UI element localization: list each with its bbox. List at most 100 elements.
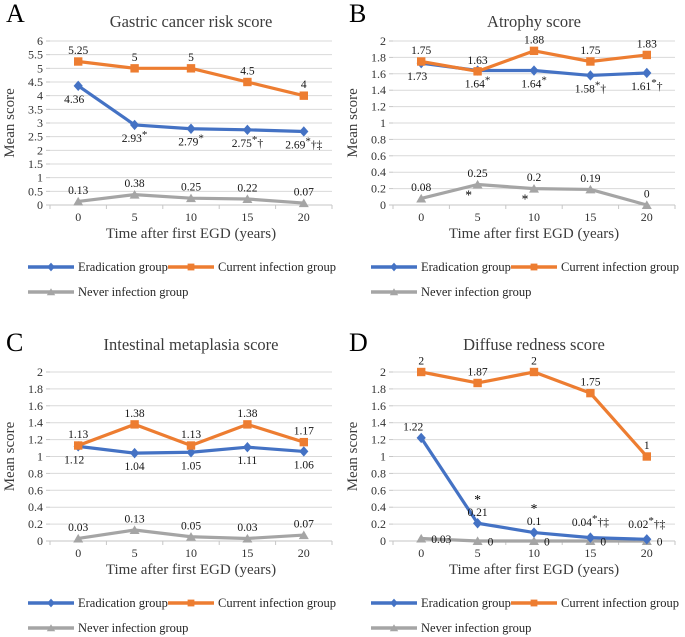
- data-label: 2.93*: [122, 129, 148, 145]
- y-tick-label: 0.4: [371, 165, 386, 179]
- x-tick-label: 15: [241, 546, 253, 560]
- data-label: 1.06: [294, 459, 314, 471]
- legend-label-eradication-group: Eradication group: [78, 260, 168, 274]
- data-label: 1.75: [411, 45, 431, 57]
- data-label: 0.13: [68, 185, 88, 197]
- x-tick-label: 20: [298, 210, 310, 224]
- y-tick-label: 1.4: [371, 416, 386, 430]
- data-point-never-infection-group: [129, 525, 140, 535]
- legend-marker-never-infection-group: [46, 624, 56, 632]
- y-tick-label: 1: [380, 116, 386, 130]
- data-point-current-infection-group: [186, 441, 196, 450]
- data-label: 2.79*: [178, 133, 204, 149]
- data-point-never-infection-group: [129, 190, 140, 199]
- legend-marker-never-infection-group: [389, 288, 399, 296]
- data-point-current-infection-group: [299, 437, 308, 447]
- x-axis-title: Time after first EGD (years): [106, 226, 276, 242]
- x-tick-label: 10: [185, 546, 197, 560]
- y-tick-label: 0.4: [371, 500, 386, 514]
- data-label: 0.03: [431, 534, 451, 546]
- data-point-never-infection-group: [416, 193, 427, 203]
- data-point-current-infection-group: [473, 378, 482, 388]
- data-point-eradication-group: [130, 119, 140, 131]
- y-tick-label: 1.6: [371, 399, 386, 413]
- legend-label-never-infection-group: Never infection group: [421, 621, 531, 635]
- data-point-current-infection-group: [586, 57, 595, 66]
- data-label: 1.17: [294, 426, 314, 438]
- chart-gastric-cancer-risk: 00.511.522.533.544.555.560 5 10 15 20Gastric…: [2, 12, 336, 299]
- y-tick-label: 5: [37, 61, 43, 75]
- data-label: 1: [644, 440, 650, 452]
- data-label: 2.75*†: [232, 134, 264, 150]
- chart-title: Gastric cancer risk score: [110, 12, 273, 31]
- y-tick-label: 0: [37, 198, 43, 212]
- data-label: 1.75: [580, 45, 600, 57]
- data-label: 0.07: [294, 519, 314, 531]
- legend-label-never-infection-group: Never infection group: [78, 621, 188, 635]
- data-point-current-infection-group: [642, 50, 651, 60]
- data-point-eradication-group: [130, 447, 140, 459]
- data-label: 5: [132, 52, 138, 64]
- y-tick-label: 1: [380, 450, 386, 464]
- data-label: 0.03: [68, 522, 88, 534]
- data-label: 0.08: [411, 182, 431, 194]
- data-label: 0.07: [294, 187, 314, 199]
- data-label: 1.22: [403, 421, 423, 433]
- data-label: 1.58*†: [575, 79, 607, 95]
- y-tick-label: 1.2: [371, 100, 386, 114]
- data-point-current-infection-group: [74, 57, 83, 66]
- y-tick-label: 4: [37, 89, 43, 103]
- data-point-current-infection-group: [130, 64, 139, 73]
- data-point-never-infection-group: [416, 533, 427, 543]
- data-point-never-infection-group: [529, 536, 539, 545]
- y-tick-label: 2: [380, 365, 386, 379]
- data-label: 1.12: [64, 454, 84, 466]
- data-point-never-infection-group: [73, 196, 84, 206]
- y-tick-label: 1.8: [371, 50, 386, 64]
- x-tick-label: 0: [418, 546, 424, 560]
- y-axis-title: Mean score: [345, 421, 361, 491]
- series-line-current-infection-group: [419, 370, 649, 459]
- data-point-current-infection-group: [417, 367, 426, 377]
- data-label: 0.19: [580, 173, 600, 185]
- x-tick-label: 5: [475, 210, 481, 224]
- data-label: 1.83: [637, 38, 657, 50]
- y-axis-title: Mean score: [345, 88, 361, 158]
- y-tick-label: 0: [37, 534, 43, 548]
- data-point-eradication-group: [642, 67, 652, 79]
- y-tick-label: 0.6: [371, 483, 386, 497]
- y-tick-label: 1.6: [371, 67, 386, 81]
- data-point-current-infection-group: [74, 441, 83, 450]
- chart-intestinal-metaplasia: 00.20.40.60.811.21.41.61.820 5 10 15 20Intes…: [2, 335, 336, 635]
- y-tick-label: 2.5: [28, 130, 43, 144]
- data-label: 0: [544, 537, 550, 549]
- data-point-current-infection-group: [130, 420, 139, 429]
- legend-marker-current-infection-group: [530, 263, 538, 271]
- data-point-never-infection-group: [242, 194, 253, 203]
- y-tick-label: 5.5: [28, 48, 43, 62]
- sig-mark-above: *: [474, 492, 481, 507]
- y-tick-label: 0.6: [371, 149, 386, 163]
- y-tick-label: 4.5: [28, 75, 43, 89]
- data-label: 5: [188, 52, 194, 64]
- data-label: 1.64*: [465, 75, 491, 91]
- legend-label-current-infection-group: Current infection group: [561, 260, 679, 274]
- data-label: 0: [488, 537, 494, 549]
- data-label: 1.04: [125, 461, 145, 473]
- data-label: 5.25: [68, 45, 88, 57]
- data-point-current-infection-group: [299, 91, 308, 100]
- y-tick-label: 3: [37, 116, 43, 130]
- data-point-never-infection-group: [186, 532, 196, 541]
- data-label: 0.13: [125, 514, 145, 526]
- data-point-eradication-group: [299, 126, 309, 137]
- data-label: 2.69*†‡: [285, 135, 322, 151]
- legend-label-eradication-group: Eradication group: [421, 260, 511, 274]
- legend-marker-never-infection-group: [46, 288, 56, 296]
- data-point-current-infection-group: [186, 64, 196, 73]
- legend-label-current-infection-group: Current infection group: [218, 596, 336, 610]
- y-tick-label: 0.4: [28, 500, 43, 514]
- y-tick-label: 0.2: [371, 517, 386, 531]
- y-tick-label: 2: [37, 365, 43, 379]
- y-tick-label: 2: [37, 143, 43, 157]
- y-tick-label: 1.6: [28, 399, 43, 413]
